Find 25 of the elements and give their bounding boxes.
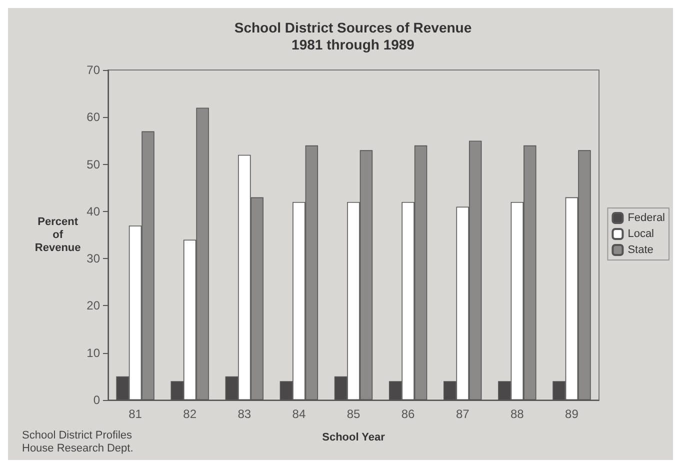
y-tick-label: 10 bbox=[86, 346, 100, 360]
y-tick-label: 40 bbox=[86, 204, 100, 218]
x-tick-label: 81 bbox=[128, 407, 142, 421]
text: House Research Dept. bbox=[22, 442, 134, 454]
x-tick-label: 82 bbox=[183, 407, 197, 421]
x-tick-label: 87 bbox=[456, 407, 470, 421]
x-tick-label: 84 bbox=[292, 407, 306, 421]
x-tick-label: 88 bbox=[510, 407, 524, 421]
legend-label: State bbox=[628, 244, 654, 256]
x-tick-label: 83 bbox=[238, 407, 252, 421]
legend-label: Federal bbox=[628, 212, 665, 224]
x-tick-label: 89 bbox=[565, 407, 579, 421]
y-tick-label: 20 bbox=[86, 298, 100, 313]
y-tick-label: 60 bbox=[86, 110, 100, 124]
chart-title: School District Sources of Revenue 1981 through 1989 bbox=[234, 20, 472, 52]
legend-label: Local bbox=[628, 228, 654, 240]
y-tick-label: 30 bbox=[86, 252, 100, 266]
y-tick-label: 70 bbox=[86, 63, 100, 77]
x-tick-label: 85 bbox=[346, 407, 360, 421]
x-axis-title: School Year bbox=[322, 432, 386, 444]
x-tick-label: 86 bbox=[401, 407, 416, 421]
y-tick-label: 50 bbox=[86, 157, 100, 172]
y-axis-title: Percent of Revenue bbox=[34, 216, 81, 254]
text: School District Profiles bbox=[22, 430, 133, 442]
y-tick-label: 0 bbox=[93, 393, 100, 407]
